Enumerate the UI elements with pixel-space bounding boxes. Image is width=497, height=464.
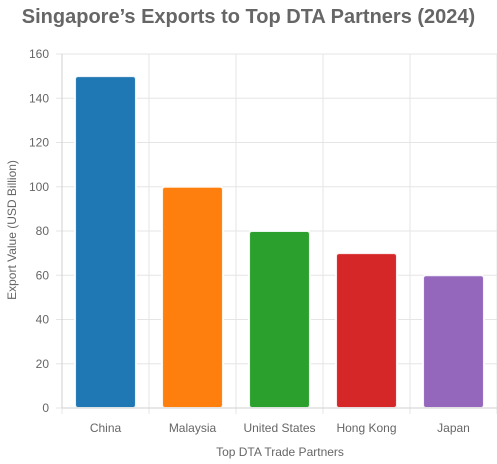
y-tick-label-80: 80 <box>36 224 50 238</box>
x-tick-label-japan: Japan <box>437 421 470 435</box>
x-tick-label-hong-kong: Hong Kong <box>336 421 396 435</box>
chart-title: Singapore’s Exports to Top DTA Partners … <box>21 6 476 28</box>
bar-united-states[interactable] <box>248 230 311 409</box>
y-tick-label-120: 120 <box>29 136 49 150</box>
x-tick-label-malaysia: Malaysia <box>169 421 217 435</box>
x-axis-title: Top DTA Trade Partners <box>216 445 344 459</box>
y-tick-label-60: 60 <box>36 268 50 282</box>
bar-malaysia[interactable] <box>161 185 224 409</box>
y-tick-label-40: 40 <box>36 313 50 327</box>
axes: 0 20 40 60 80 100 120 140 160 China Malaysia United… <box>29 47 497 435</box>
x-tick-label-united-states: United States <box>243 421 315 435</box>
bar-japan[interactable] <box>422 274 485 409</box>
bars <box>74 75 485 409</box>
bar-china[interactable] <box>74 75 137 409</box>
y-tick-label-160: 160 <box>29 47 49 61</box>
y-tick-label-140: 140 <box>29 91 49 105</box>
x-tick-label-china: China <box>90 421 122 435</box>
y-axis-title: Export Value (USD Billion) <box>5 160 19 300</box>
bar-hong-kong[interactable] <box>335 252 398 409</box>
y-tick-label-0: 0 <box>42 401 49 415</box>
y-tick-label-20: 20 <box>36 357 50 371</box>
y-tick-label-100: 100 <box>29 180 49 194</box>
